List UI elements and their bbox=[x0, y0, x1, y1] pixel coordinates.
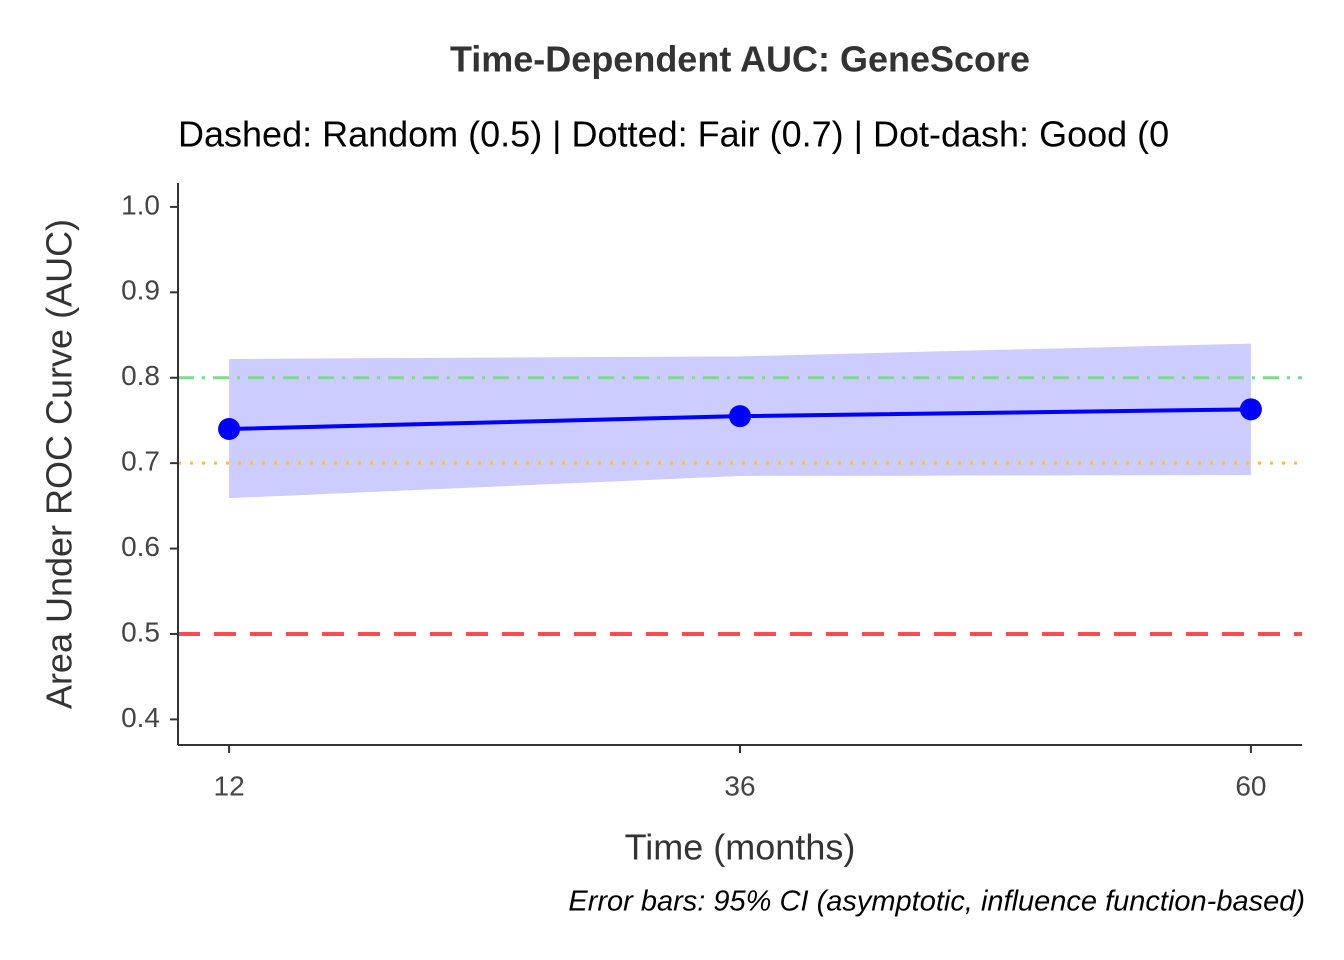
y-tick-label: 0.4 bbox=[121, 702, 160, 733]
point bbox=[729, 405, 751, 428]
y-tick-label: 0.9 bbox=[121, 275, 160, 306]
point bbox=[1239, 398, 1262, 421]
x-tick-label: 36 bbox=[724, 770, 755, 801]
chart-title: Time-Dependent AUC: GeneScore bbox=[450, 39, 1030, 80]
y-tick-label: 0.8 bbox=[121, 360, 160, 391]
y-axis-title: Area Under ROC Curve (AUC) bbox=[39, 219, 80, 709]
y-tick-label: 0.5 bbox=[121, 616, 160, 647]
y-tick-label: 0.6 bbox=[121, 531, 160, 562]
y-tick-label: 1.0 bbox=[121, 189, 160, 220]
x-tick-label: 12 bbox=[214, 770, 245, 801]
y-tick-label: 0.7 bbox=[121, 446, 160, 477]
x-axis-title: Time (months) bbox=[625, 827, 856, 868]
x-tick-label: 60 bbox=[1235, 770, 1266, 801]
caption: Error bars: 95% CI (asymptotic, influenc… bbox=[568, 886, 1305, 918]
chart-subtitle: Dashed: Random (0.5) | Dotted: Fair (0.7… bbox=[178, 114, 1169, 155]
point bbox=[218, 417, 241, 440]
